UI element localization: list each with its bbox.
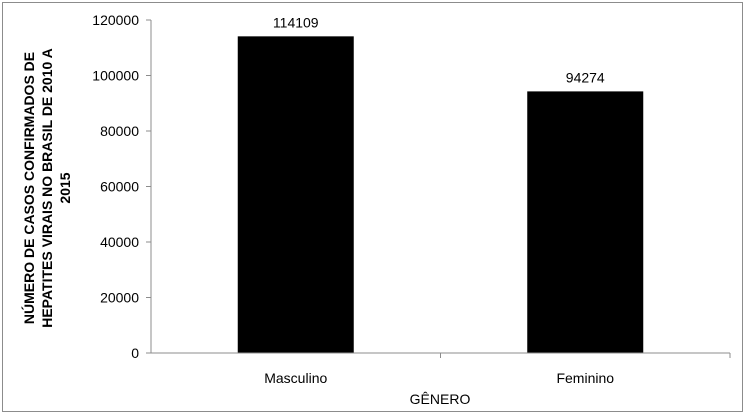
y-tick-label: 60000 xyxy=(100,179,139,195)
y-axis-title-line-2: HEPATITES VIRAIS NO BRASIL DE 2010 A xyxy=(39,48,55,328)
data-label-feminino: 94274 xyxy=(566,69,605,85)
x-category-label: Masculino xyxy=(264,370,327,386)
y-tick-label: 20000 xyxy=(100,290,139,306)
bar-masculino xyxy=(237,36,354,353)
y-tick-label: 40000 xyxy=(100,234,139,250)
y-axis-title-line-3: 2015 xyxy=(57,172,73,203)
data-label-masculino: 114109 xyxy=(273,14,319,30)
y-axis-ticks: 0 20000 40000 60000 80000 100000 120000 xyxy=(92,12,151,361)
bar-feminino xyxy=(527,91,644,353)
x-axis-title: GÊNERO xyxy=(410,391,471,407)
x-category-label: Feminino xyxy=(556,370,614,386)
y-axis-title: NÚMERO DE CASOS CONFIRMADOS DE HEPATITES… xyxy=(20,48,73,328)
y-tick-label: 100000 xyxy=(92,68,139,84)
bars: 114109 Masculino 94274 Feminino xyxy=(237,14,731,386)
y-tick-label: 0 xyxy=(131,345,139,361)
y-axis-title-line-1: NÚMERO DE CASOS CONFIRMADOS DE xyxy=(20,52,37,324)
y-tick-label: 80000 xyxy=(100,123,139,139)
y-tick-label: 120000 xyxy=(92,12,139,28)
